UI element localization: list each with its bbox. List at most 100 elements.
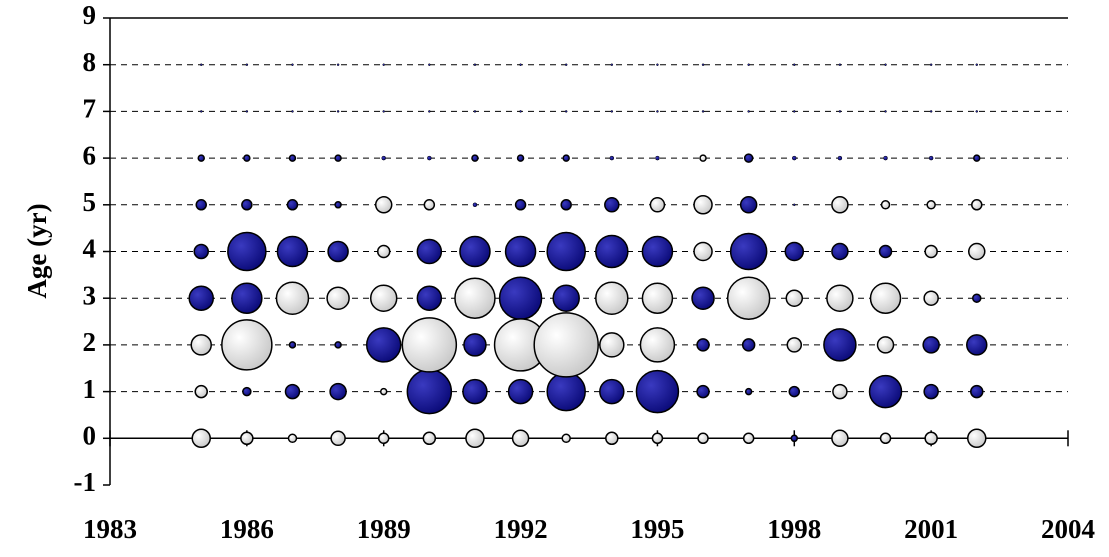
bubble	[459, 235, 491, 268]
bubble	[639, 327, 676, 363]
bubble	[923, 290, 939, 306]
bubble	[546, 231, 586, 272]
bubble	[334, 341, 342, 349]
bubble	[792, 155, 797, 161]
bubble	[973, 154, 981, 162]
bubble	[879, 432, 892, 445]
bubble	[336, 63, 340, 66]
y-tick-label: 5	[83, 187, 97, 217]
bubble	[868, 374, 903, 409]
bubble	[635, 369, 680, 414]
y-tick-label: 0	[83, 421, 97, 451]
bubble	[465, 428, 485, 449]
bubble	[376, 244, 391, 259]
bubble	[922, 336, 940, 354]
bubble	[287, 433, 298, 444]
bubble	[747, 63, 750, 66]
bubble	[330, 430, 346, 447]
bubble	[472, 202, 478, 208]
bubble	[245, 63, 249, 66]
bubble	[884, 63, 887, 66]
bubble	[552, 284, 580, 312]
bubble	[564, 63, 568, 66]
bubble	[194, 384, 208, 399]
bubble	[747, 110, 750, 113]
bubble	[926, 200, 936, 210]
bubble	[641, 235, 674, 268]
bubble	[739, 196, 758, 214]
bubble	[924, 431, 938, 446]
bubble	[334, 154, 342, 162]
bubble	[609, 155, 615, 161]
bubble	[744, 387, 753, 396]
bubble	[382, 110, 385, 113]
bubble	[729, 232, 768, 271]
bubble	[788, 385, 801, 398]
bubble	[823, 328, 857, 362]
x-tick-label: 1992	[494, 514, 548, 544]
bubble	[831, 196, 849, 214]
bubble	[241, 199, 253, 211]
bubble	[546, 371, 586, 412]
y-tick-label: 3	[83, 280, 97, 310]
bubble	[519, 63, 522, 66]
bubble	[701, 63, 705, 66]
y-tick-label: 2	[83, 327, 97, 357]
bubble	[334, 201, 342, 209]
bubble	[923, 383, 939, 400]
bubble	[651, 432, 664, 445]
x-tick-label: 1998	[767, 514, 821, 544]
y-tick-label: 4	[83, 234, 97, 264]
bubble	[381, 155, 386, 161]
bubble	[463, 333, 487, 357]
bubble	[365, 327, 402, 363]
bubble	[793, 110, 796, 113]
bubble	[880, 200, 891, 210]
bubble	[288, 341, 297, 349]
bubble	[786, 337, 803, 353]
bubble	[427, 155, 432, 161]
bubble	[971, 199, 983, 211]
bubble	[284, 383, 301, 400]
bubble	[878, 244, 893, 259]
bubble	[221, 319, 273, 371]
x-tick-label: 2004	[1041, 514, 1095, 544]
x-tick-label: 2001	[904, 514, 958, 544]
bubble	[199, 63, 203, 66]
bubble	[869, 282, 902, 314]
bubble	[784, 241, 805, 262]
bubble	[599, 378, 625, 405]
bubble	[655, 155, 660, 161]
bubble	[610, 110, 614, 113]
bubble	[336, 110, 340, 113]
y-tick-label: 7	[83, 94, 97, 124]
bubble	[454, 277, 496, 319]
bubble	[471, 154, 479, 162]
bubble	[793, 63, 796, 66]
bubble	[884, 110, 887, 113]
bubble	[422, 431, 437, 446]
bubble	[327, 240, 349, 263]
bubble	[416, 285, 443, 311]
bubble	[967, 428, 987, 449]
bubble	[641, 282, 674, 314]
bubble	[329, 382, 347, 401]
bubble	[428, 63, 431, 66]
bubble	[227, 231, 267, 272]
bubble	[928, 155, 934, 161]
bubble	[423, 199, 436, 211]
x-tick-label: 1995	[630, 514, 684, 544]
bubble	[595, 281, 629, 315]
bubble	[726, 276, 771, 320]
bubble	[286, 199, 299, 211]
bubble	[883, 155, 888, 161]
bubble	[193, 243, 209, 260]
bubble	[837, 155, 843, 161]
bubble	[369, 284, 398, 312]
bubble	[972, 293, 982, 303]
bubble	[326, 286, 350, 310]
bubble	[197, 154, 205, 162]
x-tick-label: 1983	[83, 514, 137, 544]
bubble	[533, 312, 599, 378]
bubble	[462, 378, 488, 405]
